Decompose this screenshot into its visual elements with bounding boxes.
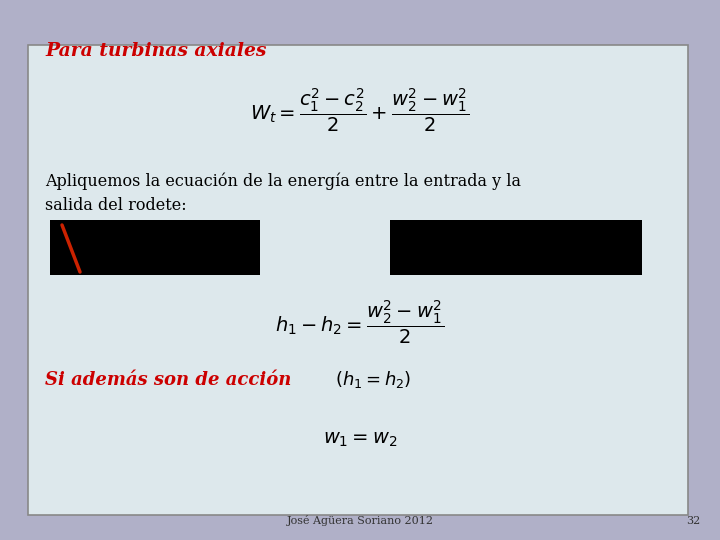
Text: Para turbinas axiales: Para turbinas axiales: [45, 42, 266, 60]
Text: $W_t = \dfrac{c_1^2 - c_2^2}{2} + \dfrac{w_2^2 - w_1^2}{2}$: $W_t = \dfrac{c_1^2 - c_2^2}{2} + \dfrac…: [251, 86, 469, 134]
FancyBboxPatch shape: [28, 45, 688, 515]
Bar: [50, 220, 260, 275]
Text: $w_1 = w_2$: $w_1 = w_2$: [323, 431, 397, 449]
Text: Si además son de acción: Si además son de acción: [45, 371, 297, 389]
Bar: [390, 220, 642, 275]
Text: 32: 32: [685, 516, 700, 526]
Text: José Agüera Soriano 2012: José Agüera Soriano 2012: [287, 515, 433, 526]
Text: $(h_1 = h_2)$: $(h_1 = h_2)$: [335, 369, 411, 390]
Text: Apliquemos la ecuación de la energía entre la entrada y la
salida del rodete:: Apliquemos la ecuación de la energía ent…: [45, 172, 521, 214]
Text: $h_1 - h_2 = \dfrac{w_2^2 - w_1^2}{2}$: $h_1 - h_2 = \dfrac{w_2^2 - w_1^2}{2}$: [276, 298, 444, 346]
